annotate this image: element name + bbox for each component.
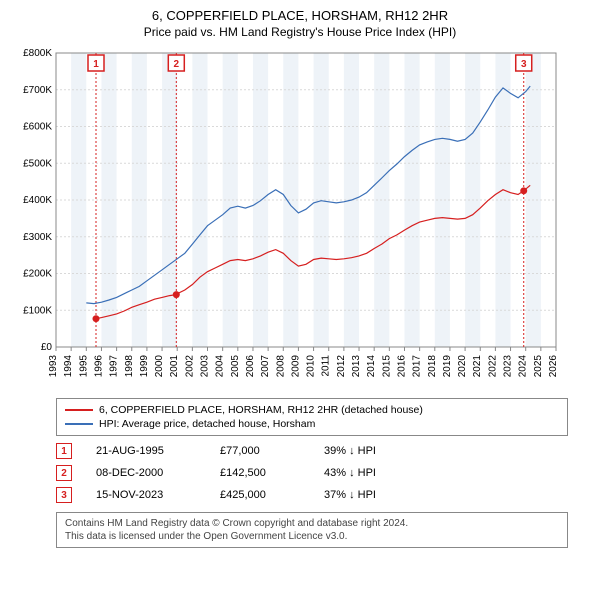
sale-date: 08-DEC-2000 bbox=[96, 467, 196, 479]
svg-text:1998: 1998 bbox=[124, 355, 135, 378]
svg-text:2022: 2022 bbox=[487, 355, 498, 378]
svg-text:2025: 2025 bbox=[533, 355, 544, 378]
sale-price: £425,000 bbox=[220, 489, 300, 501]
svg-text:2021: 2021 bbox=[472, 355, 483, 378]
svg-text:2020: 2020 bbox=[457, 355, 468, 378]
legend-label: HPI: Average price, detached house, Hors… bbox=[99, 418, 315, 430]
table-row: 3 15-NOV-2023 £425,000 37% ↓ HPI bbox=[56, 484, 568, 506]
svg-text:£100K: £100K bbox=[23, 305, 52, 316]
legend-row: HPI: Average price, detached house, Hors… bbox=[65, 417, 559, 431]
svg-text:£400K: £400K bbox=[23, 195, 52, 206]
sales-table: 1 21-AUG-1995 £77,000 39% ↓ HPI 2 08-DEC… bbox=[56, 440, 568, 506]
svg-text:2006: 2006 bbox=[245, 355, 256, 378]
svg-text:1: 1 bbox=[93, 59, 99, 70]
svg-text:2015: 2015 bbox=[381, 355, 392, 378]
sale-diff: 39% ↓ HPI bbox=[324, 445, 376, 457]
svg-text:2016: 2016 bbox=[396, 355, 407, 378]
svg-text:1999: 1999 bbox=[139, 355, 150, 378]
svg-text:2002: 2002 bbox=[184, 355, 195, 378]
svg-text:2007: 2007 bbox=[260, 355, 271, 378]
sale-date: 21-AUG-1995 bbox=[96, 445, 196, 457]
sale-diff: 37% ↓ HPI bbox=[324, 489, 376, 501]
table-row: 1 21-AUG-1995 £77,000 39% ↓ HPI bbox=[56, 440, 568, 462]
svg-text:1996: 1996 bbox=[93, 355, 104, 378]
sale-diff: 43% ↓ HPI bbox=[324, 467, 376, 479]
svg-text:2012: 2012 bbox=[336, 355, 347, 378]
svg-text:1995: 1995 bbox=[78, 355, 89, 378]
svg-text:2009: 2009 bbox=[290, 355, 301, 378]
svg-text:2010: 2010 bbox=[306, 355, 317, 378]
svg-text:1997: 1997 bbox=[109, 355, 120, 378]
legend-row: 6, COPPERFIELD PLACE, HORSHAM, RH12 2HR … bbox=[65, 403, 559, 417]
svg-text:2019: 2019 bbox=[442, 355, 453, 378]
svg-text:2014: 2014 bbox=[366, 355, 377, 378]
svg-text:£0: £0 bbox=[41, 342, 53, 353]
svg-text:3: 3 bbox=[521, 59, 527, 70]
svg-text:£200K: £200K bbox=[23, 269, 52, 280]
svg-text:1993: 1993 bbox=[48, 355, 59, 378]
line-chart-svg: £0 £100K £200K £300K £400K £500K £600K £700K £80… bbox=[12, 47, 568, 387]
svg-text:2026: 2026 bbox=[548, 355, 559, 378]
svg-text:2003: 2003 bbox=[200, 355, 211, 378]
svg-text:2000: 2000 bbox=[154, 355, 165, 378]
svg-text:2005: 2005 bbox=[230, 355, 241, 378]
svg-text:2013: 2013 bbox=[351, 355, 362, 378]
svg-text:£300K: £300K bbox=[23, 232, 52, 243]
svg-text:£600K: £600K bbox=[23, 122, 52, 133]
svg-text:2017: 2017 bbox=[412, 355, 423, 378]
svg-text:2008: 2008 bbox=[275, 355, 286, 378]
table-row: 2 08-DEC-2000 £142,500 43% ↓ HPI bbox=[56, 462, 568, 484]
page-title: 6, COPPERFIELD PLACE, HORSHAM, RH12 2HR bbox=[12, 8, 588, 23]
svg-text:2024: 2024 bbox=[518, 355, 529, 378]
svg-text:£800K: £800K bbox=[23, 48, 52, 59]
svg-text:2004: 2004 bbox=[215, 355, 226, 378]
sale-marker-badge: 3 bbox=[56, 487, 72, 503]
svg-text:1994: 1994 bbox=[63, 355, 74, 378]
footer-box: Contains HM Land Registry data © Crown c… bbox=[56, 512, 568, 548]
sale-marker-badge: 2 bbox=[56, 465, 72, 481]
svg-text:2: 2 bbox=[174, 59, 180, 70]
chart-container: 6, COPPERFIELD PLACE, HORSHAM, RH12 2HR … bbox=[0, 0, 600, 590]
legend-swatch bbox=[65, 423, 93, 425]
page-subtitle: Price paid vs. HM Land Registry's House … bbox=[12, 25, 588, 39]
chart-area: £0 £100K £200K £300K £400K £500K £600K £700K £80… bbox=[12, 47, 588, 392]
legend-swatch bbox=[65, 409, 93, 411]
sale-price: £142,500 bbox=[220, 467, 300, 479]
sale-marker-badge: 1 bbox=[56, 443, 72, 459]
svg-text:£500K: £500K bbox=[23, 158, 52, 169]
legend-box: 6, COPPERFIELD PLACE, HORSHAM, RH12 2HR … bbox=[56, 398, 568, 436]
footer-line: This data is licensed under the Open Gov… bbox=[65, 530, 559, 543]
svg-text:2023: 2023 bbox=[503, 355, 514, 378]
legend-label: 6, COPPERFIELD PLACE, HORSHAM, RH12 2HR … bbox=[99, 404, 423, 416]
sale-price: £77,000 bbox=[220, 445, 300, 457]
svg-text:£700K: £700K bbox=[23, 85, 52, 96]
footer-line: Contains HM Land Registry data © Crown c… bbox=[65, 517, 559, 530]
sale-date: 15-NOV-2023 bbox=[96, 489, 196, 501]
svg-text:2011: 2011 bbox=[321, 355, 332, 377]
svg-text:2018: 2018 bbox=[427, 355, 438, 378]
svg-text:2001: 2001 bbox=[169, 355, 180, 378]
